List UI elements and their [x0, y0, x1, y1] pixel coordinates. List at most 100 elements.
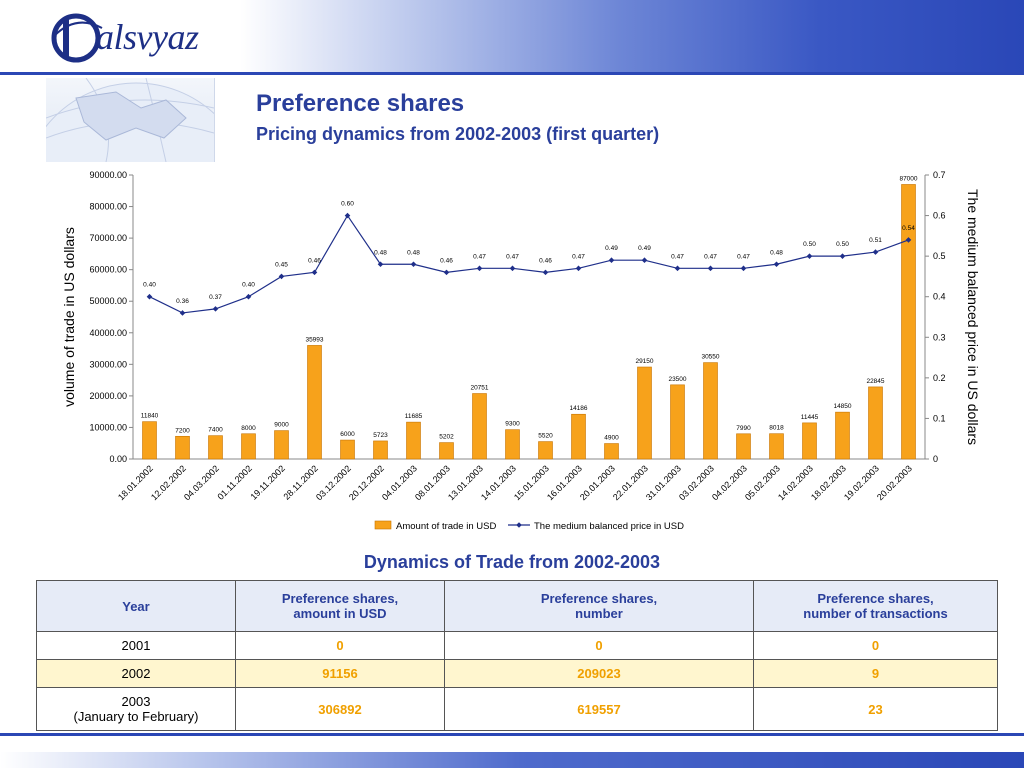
y-tick-label-left: 60000.00	[89, 265, 127, 275]
price-point	[509, 265, 516, 272]
bar	[208, 435, 223, 460]
y-tick-label-right: 0.2	[933, 373, 946, 383]
header-year: Year	[36, 580, 236, 632]
bar	[868, 386, 883, 460]
globe-map-image	[46, 78, 215, 162]
bar	[538, 441, 553, 460]
price-point	[443, 269, 450, 276]
price-point	[707, 265, 714, 272]
bar	[802, 422, 817, 460]
cell-year: 2003 (January to February)	[36, 687, 236, 731]
table-row: 2001 0 0 0	[36, 631, 998, 660]
bar-value-label: 23500	[668, 376, 686, 383]
price-value-label: 0.47	[572, 253, 585, 260]
price-value-label: 0.46	[308, 257, 321, 264]
price-point	[608, 257, 615, 263]
bar	[373, 440, 388, 460]
header-number: Preference shares, number	[444, 580, 754, 632]
bar-value-label: 9300	[505, 421, 520, 428]
bar-value-label: 8000	[241, 425, 256, 432]
bar-value-label: 29150	[635, 358, 653, 365]
bar	[175, 435, 190, 460]
price-value-label: 0.60	[341, 201, 354, 208]
bar	[901, 184, 916, 460]
price-point	[311, 269, 318, 276]
price-point	[773, 261, 780, 268]
price-point	[575, 265, 582, 272]
cell-amount: 0	[235, 631, 445, 660]
bar-value-label: 4900	[604, 435, 619, 442]
header-transactions: Preference shares, number of transaction…	[753, 580, 998, 632]
bar	[241, 433, 256, 460]
cell-transactions: 0	[753, 631, 998, 660]
bar	[670, 384, 685, 460]
bar	[472, 393, 487, 460]
price-value-label: 0.47	[737, 253, 750, 260]
cell-transactions: 23	[753, 687, 998, 731]
price-point	[377, 261, 384, 268]
bar-value-label: 87000	[899, 175, 917, 182]
y-axis-title-right: The medium balanced price in US dollars	[965, 189, 981, 445]
price-point	[542, 269, 549, 276]
y-axis-title-left: volume of trade in US dollars	[61, 227, 77, 407]
price-value-label: 0.48	[374, 249, 387, 256]
bar	[307, 345, 322, 460]
price-value-label: 0.46	[440, 257, 453, 264]
logo-icon	[51, 13, 103, 63]
footer-band	[0, 752, 1024, 768]
table-row: 2003 (January to February) 306892 619557…	[36, 687, 998, 731]
legend-line-label: The medium balanced price in USD	[534, 521, 684, 532]
header-band	[0, 0, 1024, 72]
x-tick-label: 19.11.2002	[248, 463, 286, 501]
price-value-label: 0.47	[704, 253, 717, 260]
bar-value-label: 14186	[569, 405, 587, 412]
price-value-label: 0.50	[836, 241, 849, 248]
bar	[571, 413, 586, 460]
y-tick-label-left: 40000.00	[89, 328, 127, 338]
price-point	[872, 249, 879, 255]
bar-value-label: 11840	[141, 413, 159, 420]
y-tick-label-left: 80000.00	[89, 202, 127, 212]
bar-value-label: 7200	[175, 427, 190, 434]
y-tick-label-left: 0.00	[109, 454, 127, 464]
bar-value-label: 20751	[470, 385, 488, 392]
y-tick-label-right: 0.7	[933, 170, 946, 180]
price-value-label: 0.54	[902, 225, 915, 232]
y-tick-label-right: 0.4	[933, 292, 946, 302]
x-tick-label: 20.02.2003	[875, 463, 914, 502]
price-point	[212, 306, 219, 312]
price-value-label: 0.48	[407, 249, 420, 256]
y-tick-label-right: 0.3	[933, 332, 946, 342]
price-value-label: 0.48	[770, 249, 783, 256]
price-point	[410, 261, 417, 268]
y-tick-label-right: 0.6	[933, 211, 946, 221]
price-value-label: 0.40	[143, 282, 156, 289]
bar-value-label: 35993	[305, 336, 323, 343]
cell-number: 0	[444, 631, 754, 660]
legend-bar-label: Amount of trade in USD	[396, 521, 496, 532]
bar-value-label: 8018	[769, 425, 784, 432]
price-value-label: 0.47	[671, 253, 684, 260]
price-point	[278, 273, 285, 280]
bar-value-label: 5723	[373, 432, 388, 439]
bar-value-label: 9000	[274, 422, 289, 429]
bar-value-label: 22845	[866, 378, 884, 385]
price-point	[179, 310, 186, 316]
price-point	[806, 253, 813, 259]
price-value-label: 0.36	[176, 298, 189, 305]
cell-year: 2001	[36, 631, 236, 660]
bar	[406, 421, 421, 460]
bar	[736, 433, 751, 460]
y-tick-label-left: 90000.00	[89, 170, 127, 180]
bar-value-label: 6000	[340, 431, 355, 438]
price-point	[146, 293, 153, 300]
cell-number: 619557	[444, 687, 754, 731]
table-title: Dynamics of Trade from 2002-2003	[363, 552, 661, 572]
header-amount: Preference shares, amount in USD	[235, 580, 445, 632]
legend-bar-swatch	[374, 520, 392, 530]
bar	[835, 411, 850, 460]
bar-value-label: 7990	[736, 425, 751, 432]
y-tick-label-right: 0.5	[933, 251, 946, 261]
price-value-label: 0.50	[803, 241, 816, 248]
bar	[703, 362, 718, 460]
